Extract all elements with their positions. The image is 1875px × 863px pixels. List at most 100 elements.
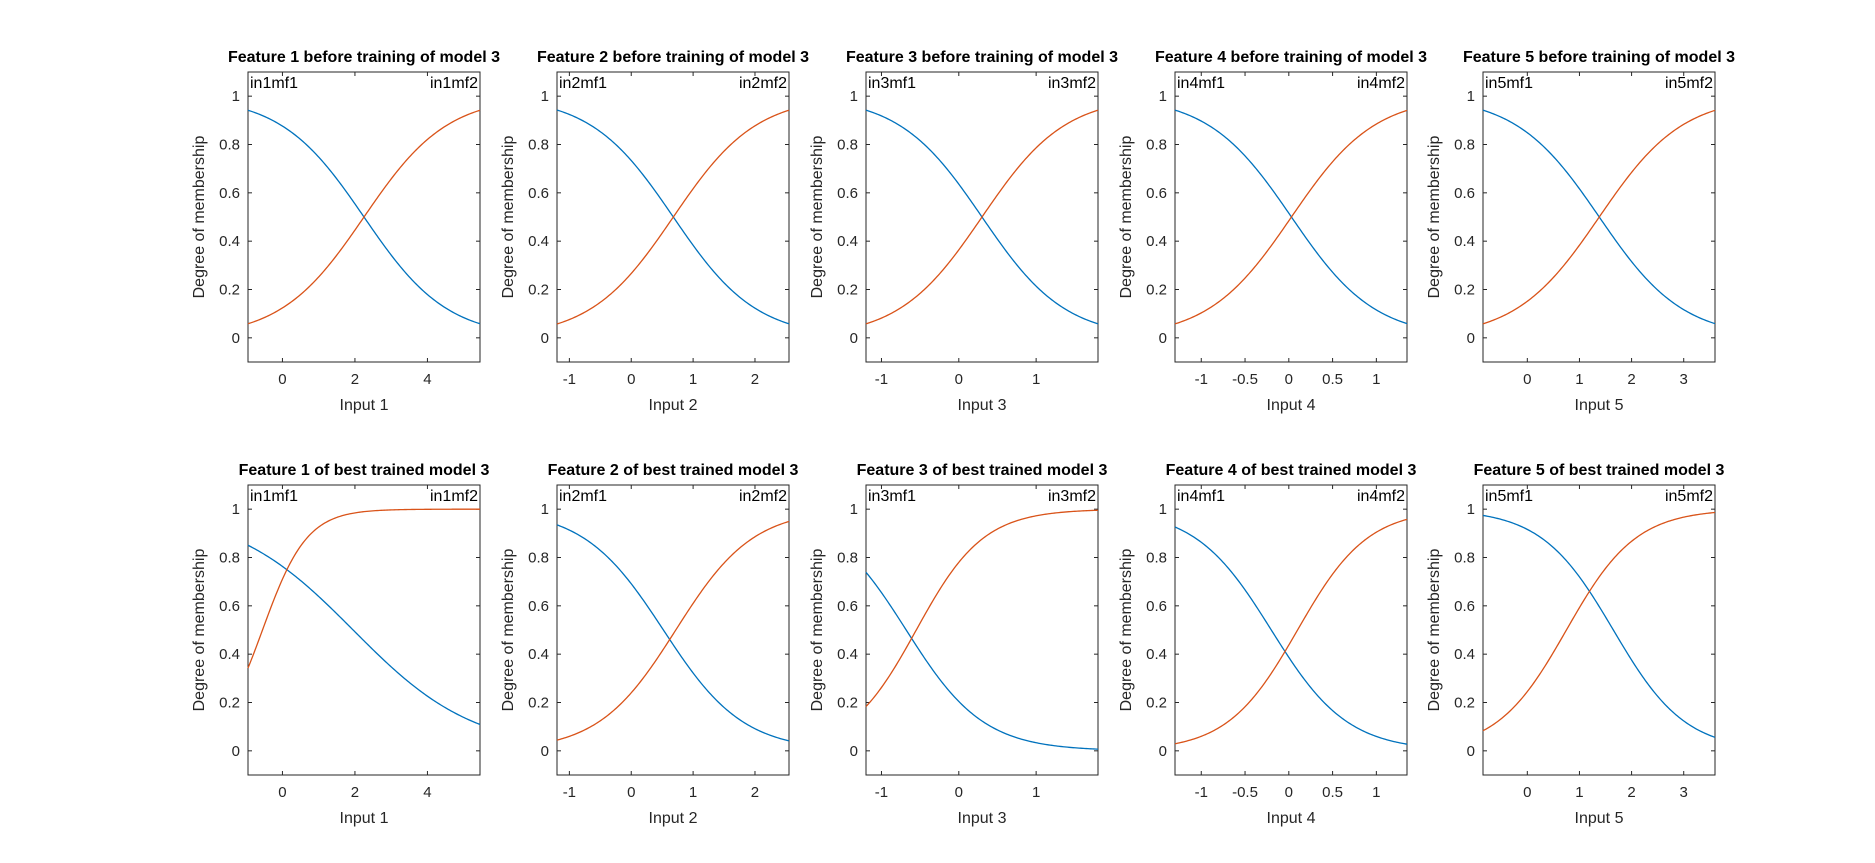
subplot-7: Feature 2 of best trained model 3 0 0.2 0.4…: [500, 462, 798, 827]
chart-title: Feature 1 before training of model 3: [228, 49, 500, 66]
series-line-in4mf1: [1174, 526, 1408, 745]
chart-title: Feature 2 of best trained model 3: [548, 462, 799, 479]
y-tick-label: 0.2: [528, 282, 549, 299]
y-tick-label: 0.8: [1146, 550, 1167, 567]
y-tick-label: 0: [232, 330, 240, 347]
y-tick-label: 0.4: [528, 646, 549, 663]
series-line-in3mf2: [865, 109, 1099, 325]
y-tick-label: 0.4: [528, 233, 549, 250]
y-axis-label: Degree of membership: [1426, 136, 1443, 299]
y-tick-label: 0.2: [1454, 282, 1475, 299]
x-tick-label: 0.5: [1322, 371, 1343, 388]
plot-area: [556, 484, 790, 776]
x-axis-label: Input 4: [1267, 397, 1316, 414]
plot-area: [1482, 484, 1716, 776]
y-tick-label: 0: [541, 330, 549, 347]
x-axis-label: Input 3: [958, 810, 1007, 827]
y-tick-label: 0: [1159, 330, 1167, 347]
y-tick-label: 0.4: [219, 233, 240, 250]
y-axis-label: Degree of membership: [500, 136, 517, 299]
y-tick-label: 0.6: [219, 598, 240, 615]
y-tick-label: 0.2: [837, 695, 858, 712]
mf-label: in1mf2: [430, 488, 478, 505]
y-tick-label: 0.6: [837, 185, 858, 202]
y-axis-label: Degree of membership: [191, 136, 208, 299]
mf-label: in4mf2: [1357, 75, 1405, 92]
y-tick-label: 0: [541, 743, 549, 760]
x-tick-label: 2: [1627, 784, 1635, 801]
series-line-in4mf2: [1174, 518, 1408, 745]
mf-label: in5mf1: [1485, 75, 1533, 92]
x-tick-label: 3: [1680, 784, 1688, 801]
y-tick-label: 0: [1159, 743, 1167, 760]
y-tick-label: 1: [850, 88, 858, 105]
subplot-3: Feature 3 before training of model 3 0 0.2…: [809, 49, 1118, 414]
x-tick-label: 1: [1575, 371, 1583, 388]
y-tick-label: 0.2: [1146, 282, 1167, 299]
x-tick-label: -1: [1195, 784, 1208, 801]
x-axis-label: Input 5: [1575, 810, 1624, 827]
plot-area: [865, 484, 1099, 776]
chart-title: Feature 3 before training of model 3: [846, 49, 1118, 66]
chart-title: Feature 3 of best trained model 3: [857, 462, 1108, 479]
y-tick-label: 0.2: [1146, 695, 1167, 712]
y-tick-label: 0: [850, 743, 858, 760]
mf-label: in1mf2: [430, 75, 478, 92]
x-tick-label: 1: [1575, 784, 1583, 801]
y-tick-label: 0.2: [528, 695, 549, 712]
x-tick-label: 4: [423, 784, 431, 801]
x-tick-label: -1: [563, 784, 576, 801]
y-tick-label: 0.2: [219, 695, 240, 712]
x-axis-label: Input 2: [649, 810, 698, 827]
mf-label: in5mf1: [1485, 488, 1533, 505]
y-tick-label: 0.8: [837, 550, 858, 567]
series-line-in3mf1: [865, 571, 1099, 750]
y-tick-label: 0.4: [1454, 233, 1475, 250]
y-tick-label: 0.6: [1454, 598, 1475, 615]
mf-label: in3mf2: [1048, 75, 1096, 92]
x-axis-label: Input 4: [1267, 810, 1316, 827]
x-tick-label: 1: [1032, 371, 1040, 388]
series-line-in1mf2: [247, 109, 481, 325]
subplot-2: Feature 2 before training of model 3 0 0.2…: [500, 49, 809, 414]
subplot-8: Feature 3 of best trained model 3 0 0.2 0.4…: [809, 462, 1107, 827]
x-axis-label: Input 1: [340, 397, 389, 414]
y-tick-label: 1: [850, 501, 858, 518]
y-tick-label: 0.8: [528, 550, 549, 567]
mf-label: in5mf2: [1665, 75, 1713, 92]
y-tick-label: 0.8: [1454, 550, 1475, 567]
y-axis-label: Degree of membership: [1118, 549, 1135, 712]
x-tick-label: 0: [955, 784, 963, 801]
x-tick-label: 2: [751, 784, 759, 801]
mf-label: in4mf2: [1357, 488, 1405, 505]
y-tick-label: 0.6: [1146, 185, 1167, 202]
y-tick-label: 0.8: [528, 137, 549, 154]
x-axis-label: Input 3: [958, 397, 1007, 414]
x-axis-label: Input 1: [340, 810, 389, 827]
subplot-1: Feature 1 before training of model 3 0 0.2…: [191, 49, 500, 414]
y-tick-label: 1: [232, 501, 240, 518]
y-tick-label: 0.6: [528, 598, 549, 615]
subplot-9: Feature 4 of best trained model 3 0 0.2 0.4…: [1118, 462, 1416, 827]
series-line-in5mf1: [1482, 514, 1716, 738]
y-tick-label: 0.4: [219, 646, 240, 663]
y-tick-label: 0: [232, 743, 240, 760]
x-tick-label: 2: [751, 371, 759, 388]
series-line-in5mf2: [1482, 109, 1716, 325]
plot-area: [1174, 484, 1408, 776]
y-tick-label: 0.8: [1454, 137, 1475, 154]
y-tick-label: 0.4: [1454, 646, 1475, 663]
y-tick-label: 1: [232, 88, 240, 105]
series-line-in2mf2: [556, 520, 790, 741]
y-tick-label: 0.4: [1146, 646, 1167, 663]
y-tick-label: 0.8: [837, 137, 858, 154]
x-tick-label: 2: [351, 371, 359, 388]
y-axis-label: Degree of membership: [191, 549, 208, 712]
mf-label: in3mf2: [1048, 488, 1096, 505]
x-tick-label: 0: [955, 371, 963, 388]
y-tick-label: 0.8: [1146, 137, 1167, 154]
y-axis-label: Degree of membership: [809, 549, 826, 712]
subplot-10: Feature 5 of best trained model 3 0 0.2 0.4…: [1426, 462, 1724, 827]
mf-label: in3mf1: [868, 75, 916, 92]
y-tick-label: 0.2: [1454, 695, 1475, 712]
